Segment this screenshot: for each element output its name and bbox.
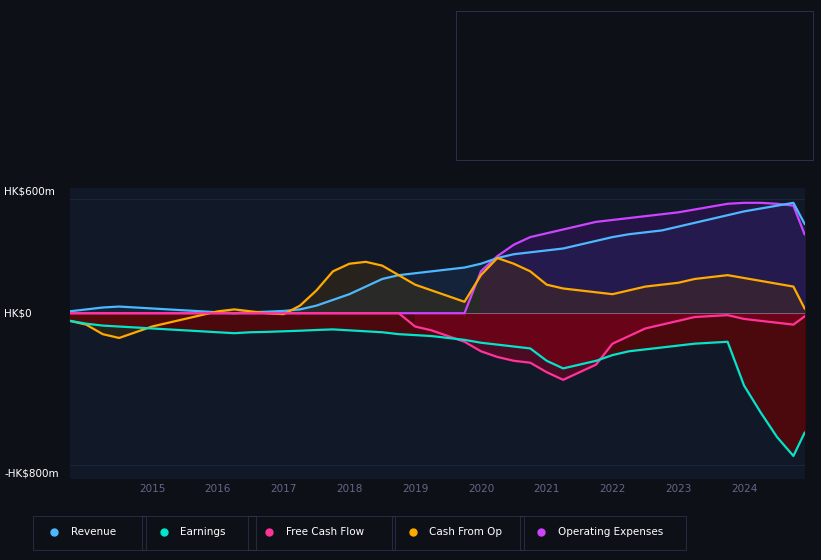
Text: /yr: /yr [710,44,727,54]
Text: Dec 31 2024: Dec 31 2024 [470,22,552,35]
Text: Operating Expenses: Operating Expenses [557,527,663,537]
Text: Earnings: Earnings [180,527,226,537]
Text: HK$470.502m: HK$470.502m [623,44,706,54]
Text: Revenue: Revenue [470,44,513,54]
Text: Cash From Op: Cash From Op [429,527,502,537]
Text: Cash From Op: Cash From Op [470,121,539,131]
Text: -HK$628.754m: -HK$628.754m [623,64,710,74]
Text: /yr: /yr [702,121,718,131]
Text: /yr: /yr [710,102,727,112]
Text: /yr: /yr [718,64,734,74]
Text: Free Cash Flow: Free Cash Flow [286,527,364,537]
Text: -HK$17.272m: -HK$17.272m [623,102,703,112]
Text: HK$415.388m: HK$415.388m [623,141,706,150]
Text: /yr: /yr [710,141,727,150]
Text: Operating Expenses: Operating Expenses [470,141,571,150]
Text: HK$24.996m: HK$24.996m [623,121,699,131]
Text: Free Cash Flow: Free Cash Flow [470,102,544,112]
Text: Revenue: Revenue [71,527,116,537]
Text: HK$600m: HK$600m [4,186,55,196]
Text: HK$0: HK$0 [4,308,32,318]
Text: -133.6% profit margin: -133.6% profit margin [623,82,753,92]
Text: -HK$800m: -HK$800m [4,468,59,478]
Text: Earnings: Earnings [470,64,514,74]
